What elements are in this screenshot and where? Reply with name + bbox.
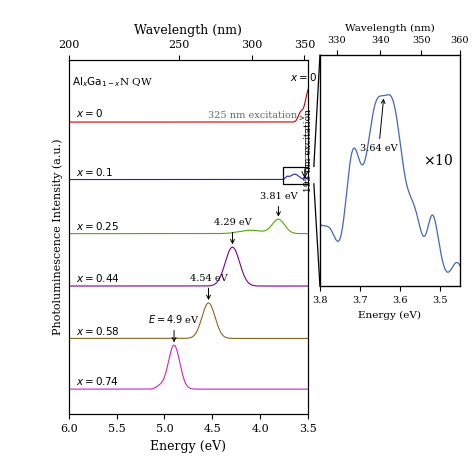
Text: $\mathrm{Al}_x\mathrm{Ga}_{1-x}$N QW: $\mathrm{Al}_x\mathrm{Ga}_{1-x}$N QW [72,75,153,88]
Text: $\times$10: $\times$10 [423,153,454,168]
Text: $x = 0$: $x = 0$ [76,107,103,119]
Text: 4.54 eV: 4.54 eV [190,273,228,299]
Text: $x = 0.58$: $x = 0.58$ [76,325,120,337]
Bar [283,167,314,184]
X-axis label: Wavelength (nm): Wavelength (nm) [135,24,242,37]
Text: $x = 0.25$: $x = 0.25$ [76,220,119,232]
Text: 193 nm excitation: 193 nm excitation [304,109,312,192]
Text: $x = 0.44$: $x = 0.44$ [76,273,120,284]
Text: $x = 0$: $x = 0$ [290,71,317,83]
Y-axis label: Photoluminescence Intensity (a.u.): Photoluminescence Intensity (a.u.) [53,139,63,335]
Text: 3.64 eV: 3.64 eV [360,99,398,153]
Text: 325 nm excitation: 325 nm excitation [208,111,304,120]
Text: 4.29 eV: 4.29 eV [214,218,251,243]
Text: $x = 0.74$: $x = 0.74$ [76,376,119,387]
X-axis label: Wavelength (nm): Wavelength (nm) [345,23,435,33]
X-axis label: Energy (eV): Energy (eV) [358,311,421,320]
X-axis label: Energy (eV): Energy (eV) [150,440,227,453]
Text: 3.49 eV: 3.49 eV [0,457,1,458]
Text: 3.81 eV: 3.81 eV [260,192,297,216]
Text: $E = 4.9$ eV: $E = 4.9$ eV [148,313,200,341]
Text: $x = 0.1$: $x = 0.1$ [76,166,113,178]
